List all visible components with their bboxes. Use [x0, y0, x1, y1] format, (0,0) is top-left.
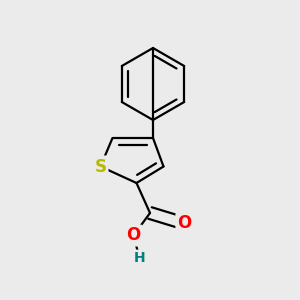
Text: H: H — [134, 251, 145, 265]
Text: O: O — [177, 214, 192, 232]
Text: S: S — [94, 158, 106, 175]
Text: O: O — [126, 226, 141, 244]
